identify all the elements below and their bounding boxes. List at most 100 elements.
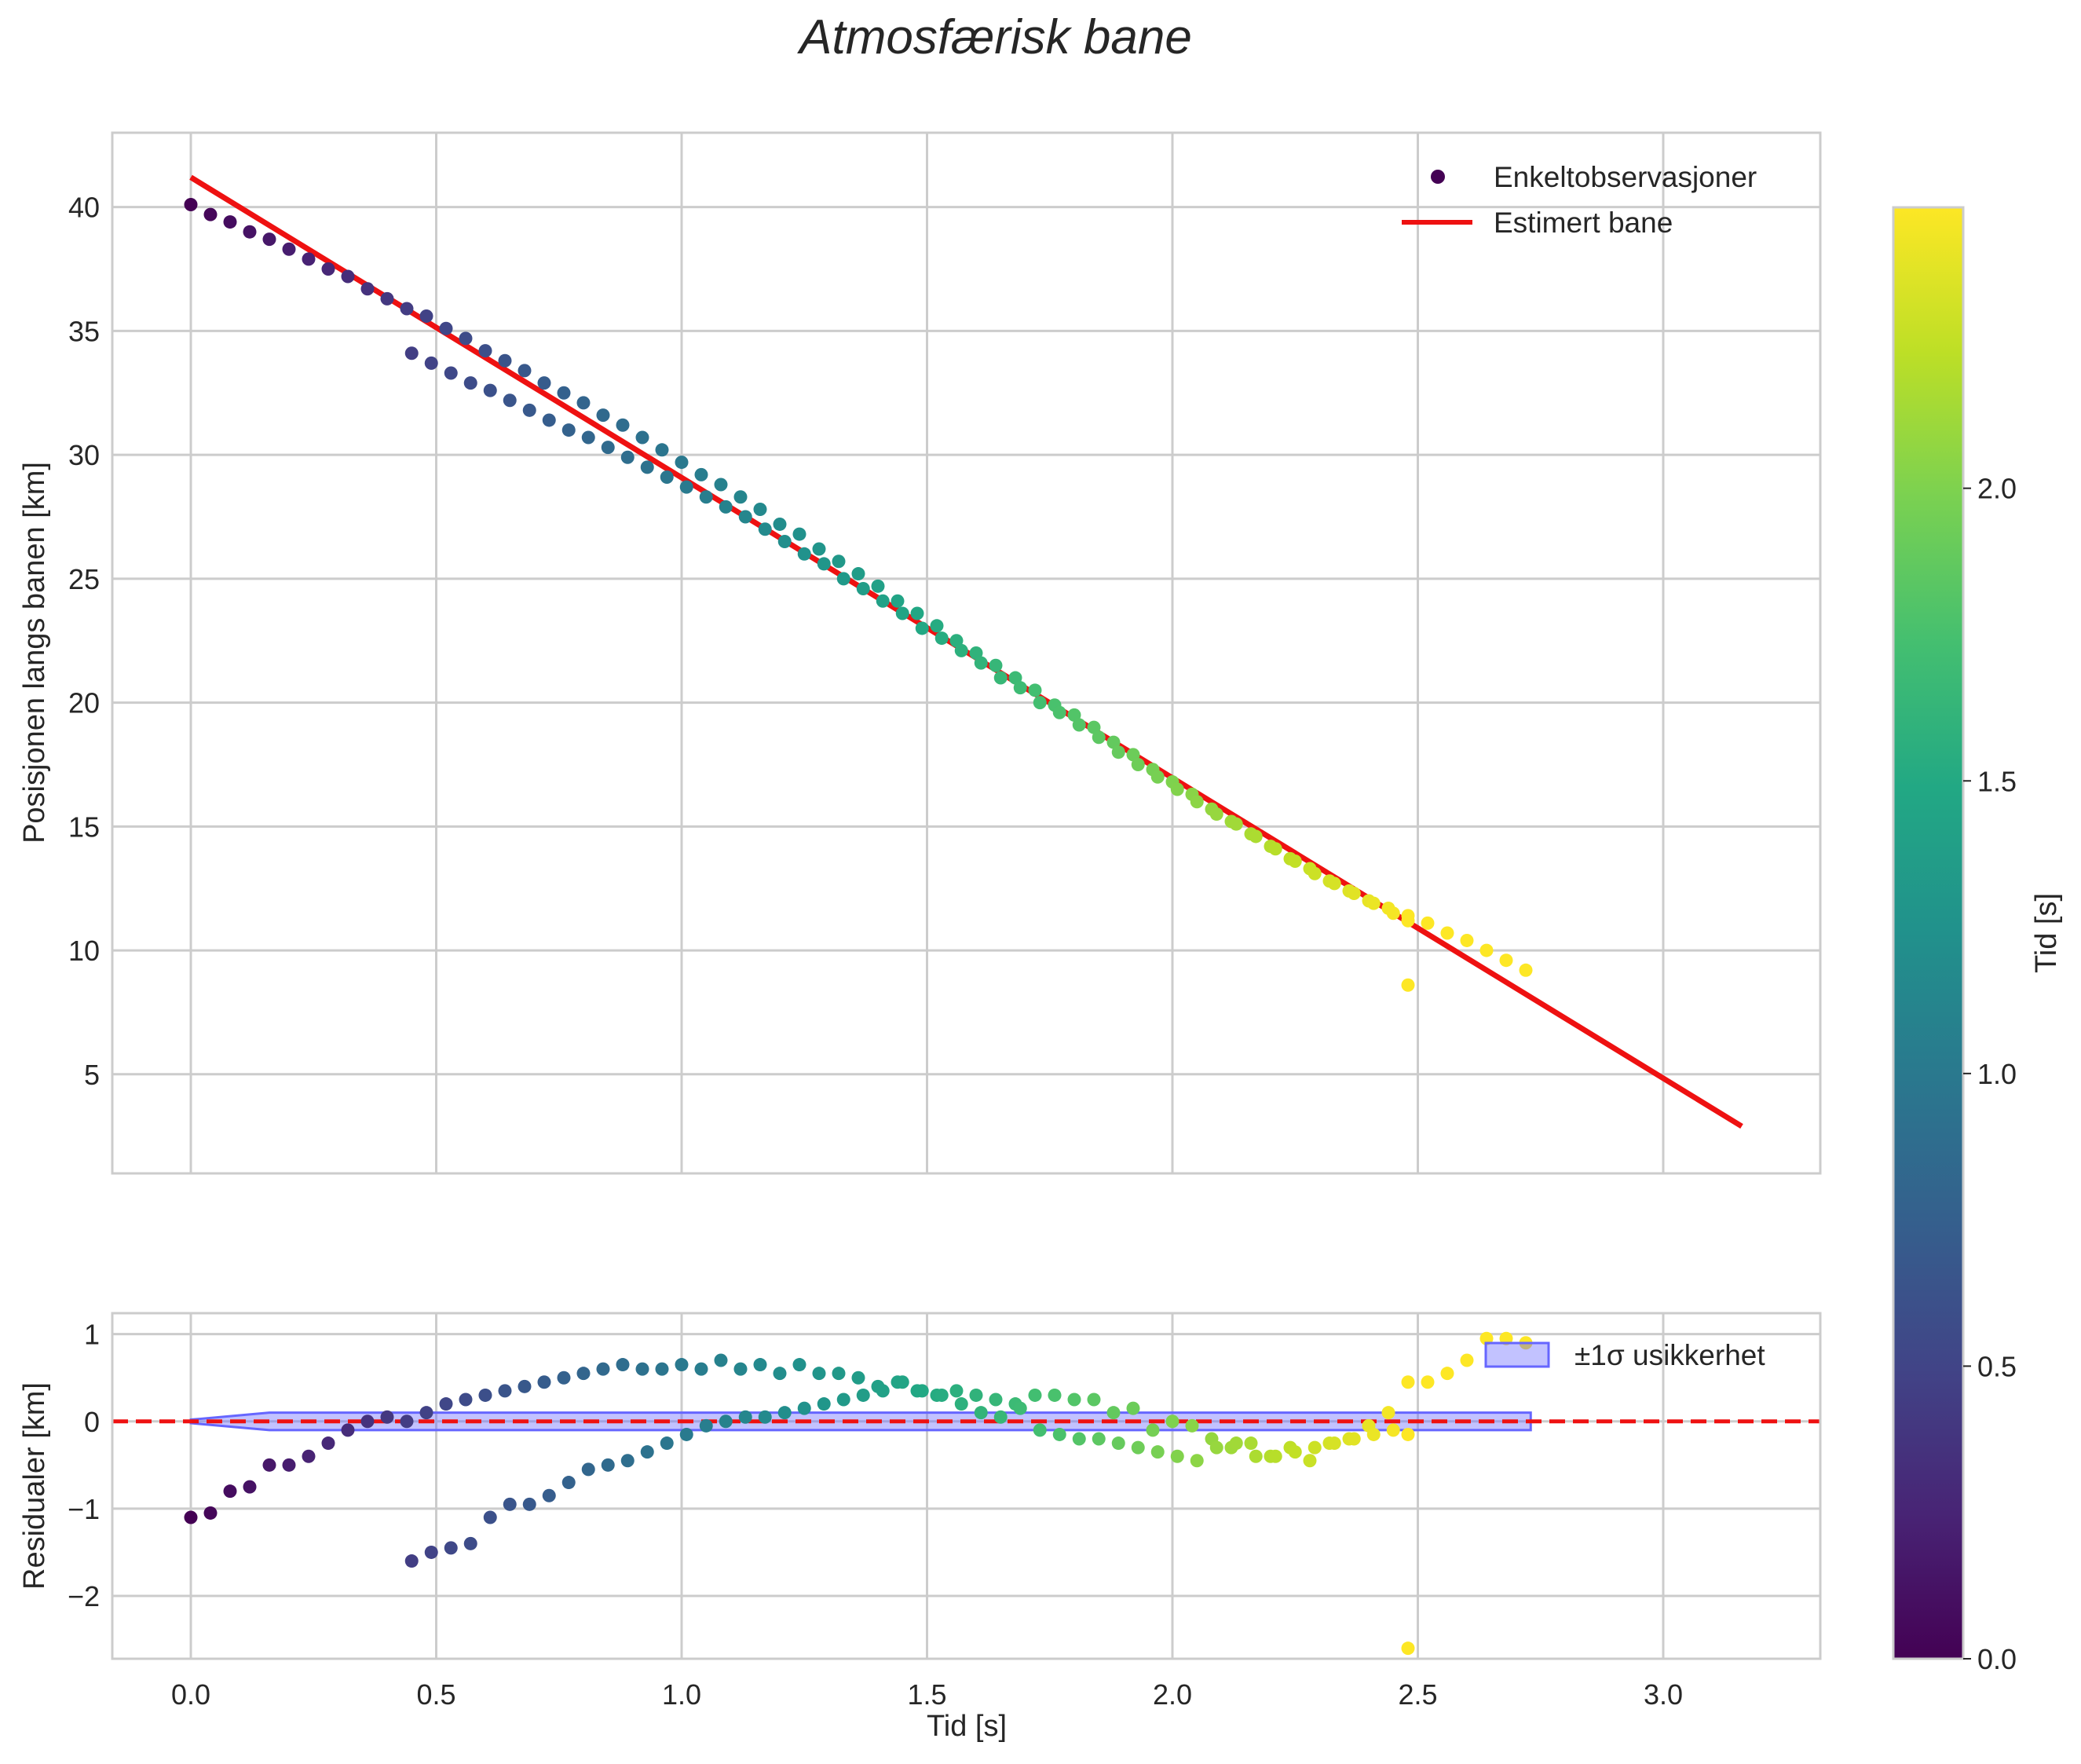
residual-point: [675, 1358, 689, 1372]
observation-point: [777, 535, 792, 549]
observation-point: [1013, 681, 1027, 695]
top-axes: 5 10 15 20 25 30 35 40 Posisjonen langs banen […: [18, 131, 1822, 1175]
observation-point: [1479, 943, 1494, 957]
observation-point: [503, 393, 517, 408]
residual-point: [1185, 1418, 1199, 1433]
bottom-y-tick-label: 0: [84, 1406, 100, 1438]
observation-point: [1440, 926, 1454, 940]
residual-point: [1146, 1423, 1160, 1437]
observation-point: [1131, 757, 1145, 771]
residual-point: [817, 1397, 831, 1411]
residual-point: [542, 1488, 556, 1502]
legend-marker-band: [1484, 1341, 1550, 1368]
observation-point: [1008, 671, 1022, 685]
residual-point: [1401, 1641, 1415, 1656]
residual-point: [679, 1427, 693, 1441]
top-axes-frame: [111, 131, 1822, 1175]
residual-point: [733, 1362, 748, 1376]
legend-label-observations: Enkeltobservasjoner: [1494, 161, 1757, 193]
residual-point: [792, 1358, 806, 1372]
observation-point: [675, 456, 689, 470]
bottom-axes-background: [112, 1313, 1820, 1659]
colorbar-tick-label: 1.0: [1977, 1058, 2017, 1090]
residual-point: [719, 1414, 733, 1429]
bottom-y-tick-labels: 1 0 −1 −2: [68, 1319, 100, 1612]
residual-point: [1386, 1423, 1400, 1437]
observation-point: [1170, 782, 1184, 796]
residual-point: [620, 1454, 635, 1468]
residual-point: [537, 1375, 551, 1389]
top-points-layer: [184, 197, 1533, 992]
colorbar-tick-label: 2.0: [1977, 473, 2017, 505]
observation-point: [1072, 718, 1086, 732]
observation-point: [1288, 855, 1302, 868]
observation-point: [1347, 887, 1361, 901]
observation-point: [360, 282, 375, 296]
observation-point: [203, 207, 218, 221]
top-y-tick-label: 25: [68, 563, 100, 595]
bottom-legend: ±1σ usikkerhet: [1484, 1339, 1765, 1371]
residual-point: [360, 1414, 375, 1429]
x-tick-label: 0.5: [416, 1678, 455, 1711]
residual-point: [223, 1484, 237, 1499]
observation-point: [812, 542, 826, 556]
observation-point: [1126, 748, 1140, 762]
observation-point: [694, 467, 708, 481]
residual-point: [915, 1384, 929, 1398]
x-tick-label: 2.5: [1398, 1678, 1437, 1711]
residual-point: [1067, 1393, 1081, 1407]
residual-point: [989, 1393, 1003, 1407]
residual-point: [1401, 1427, 1415, 1441]
x-axis-label: Tid [s]: [927, 1710, 1007, 1743]
residual-point: [773, 1367, 787, 1381]
observation-point: [934, 631, 949, 646]
residual-point: [557, 1371, 571, 1385]
residual-point: [1028, 1388, 1042, 1402]
residual-point: [1347, 1432, 1361, 1446]
colorbar-gradient: [1892, 206, 1965, 1660]
residual-point: [1268, 1449, 1282, 1463]
residual-point: [1087, 1393, 1101, 1407]
observation-point: [616, 418, 630, 432]
observation-point: [758, 522, 772, 536]
residual-point: [694, 1362, 708, 1376]
bottom-points-layer: [184, 1331, 1533, 1656]
observation-point: [1327, 877, 1341, 891]
bottom-x-tick-labels: 0.0 0.5 1.0 1.5 2.0 2.5 3.0: [171, 1678, 1683, 1711]
residual-point: [1170, 1449, 1184, 1463]
residual-point: [1307, 1440, 1322, 1455]
residual-point: [777, 1406, 792, 1420]
observation-point: [404, 346, 419, 360]
observation-point: [733, 490, 748, 504]
residual-point: [184, 1510, 198, 1524]
residual-point: [753, 1358, 767, 1372]
observation-point: [832, 554, 846, 569]
residual-point: [1013, 1401, 1027, 1415]
observation-point: [836, 572, 850, 586]
observation-point: [498, 353, 512, 368]
residual-point: [1460, 1353, 1474, 1367]
residual-point: [601, 1458, 615, 1472]
observation-point: [895, 606, 909, 620]
observation-point: [1386, 906, 1400, 920]
observation-point: [640, 460, 654, 474]
residual-point: [1111, 1436, 1125, 1451]
residual-point: [581, 1462, 595, 1477]
residual-point: [1381, 1406, 1395, 1420]
observation-point: [444, 366, 458, 380]
top-y-axis-label: Posisjonen langs banen [km]: [18, 462, 51, 844]
residual-point: [302, 1449, 316, 1463]
residual-point: [596, 1362, 610, 1376]
observation-point: [400, 302, 414, 316]
observation-point: [969, 646, 983, 660]
residual-point: [635, 1362, 649, 1376]
observation-point: [282, 242, 296, 256]
legend-label-fit-line: Estimert bane: [1494, 207, 1673, 239]
observation-point: [1460, 933, 1474, 947]
residual-point: [1092, 1432, 1106, 1446]
observation-point: [1519, 963, 1533, 977]
top-y-tick-label: 30: [68, 439, 100, 471]
residual-point: [498, 1384, 512, 1398]
residual-point: [640, 1445, 654, 1459]
observation-point: [1366, 896, 1381, 910]
